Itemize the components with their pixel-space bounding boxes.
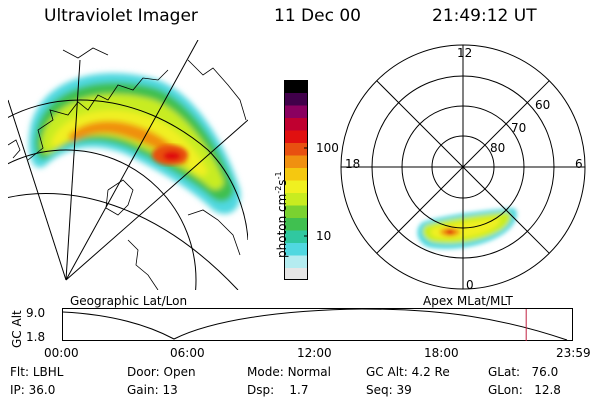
magnetic-panel-label: Apex MLat/MLT — [423, 294, 513, 308]
lat-label-70: 70 — [511, 121, 527, 135]
info-door: Door: Open — [127, 365, 196, 379]
observation-time: 21:49:12 UT — [432, 6, 537, 26]
info-gain: Gain: 13 — [127, 383, 178, 397]
time-tick-0600: 06:00 — [170, 346, 205, 360]
mlt-label-6: 6 — [575, 157, 583, 171]
colorbar-stripe — [284, 192, 308, 206]
colorbar-stripe — [284, 117, 308, 131]
info-ip: IP: 36.0 — [10, 383, 56, 397]
info-dsp: Dsp: 1.7 — [247, 383, 309, 397]
geographic-grid-lines — [8, 40, 248, 290]
aurora-emission-right — [417, 208, 517, 249]
colorbar-stripe — [284, 242, 308, 256]
mlt-label-12: 12 — [457, 46, 473, 60]
colorbar-tick-100: 100 — [316, 141, 339, 155]
info-gc-alt: GC Alt: 4.2 Re — [366, 365, 450, 379]
colorbar — [284, 80, 308, 280]
mlt-label-0: 0 — [466, 278, 474, 292]
colorbar-stripe — [284, 155, 308, 168]
time-tick-1800: 18:00 — [424, 346, 459, 360]
observation-date: 11 Dec 00 — [274, 6, 361, 26]
time-tick-2359: 23:59 — [556, 346, 591, 360]
geographic-map-panel — [8, 40, 248, 290]
geographic-panel-label: Geographic Lat/Lon — [70, 294, 188, 308]
time-tick-0000: 00:00 — [44, 346, 79, 360]
instrument-title: Ultraviolet Imager — [44, 6, 198, 26]
colorbar-stripe — [284, 255, 308, 268]
lat-label-80: 80 — [490, 141, 506, 155]
altitude-ylabel: GC Alt — [10, 310, 24, 348]
aurora-emission-left — [28, 73, 241, 214]
colorbar-stripe — [284, 130, 308, 143]
colorbar-tick-10: 10 — [316, 229, 332, 243]
info-glon: GLon: 12.8 — [488, 383, 561, 397]
colorbar-stripe — [284, 267, 308, 280]
info-mode: Mode: Normal — [247, 365, 331, 379]
colorbar-stripe — [284, 92, 308, 106]
info-seq: Seq: 39 — [366, 383, 412, 397]
lat-label-60: 60 — [535, 98, 551, 112]
colorbar-stripe — [284, 205, 308, 218]
coastline-outlines — [8, 47, 247, 290]
polar-grid — [340, 44, 586, 290]
time-tick-1200: 12:00 — [297, 346, 332, 360]
colorbar-stripe — [284, 105, 308, 118]
altitude-ytick-1-8: 1.8 — [26, 330, 46, 344]
mlt-label-18: 18 — [345, 157, 361, 171]
magnetic-polar-plot — [340, 44, 586, 290]
colorbar-stripe — [284, 142, 308, 156]
colorbar-stripe — [284, 217, 308, 231]
colorbar-unit-label: photon cm-2s-1 — [274, 171, 289, 258]
info-glat: GLat: 76.0 — [488, 365, 559, 379]
colorbar-stripe — [284, 230, 308, 243]
colorbar-stripe — [284, 180, 308, 193]
colorbar-stripe — [284, 167, 308, 181]
colorbar-stripe — [284, 80, 308, 93]
info-flt: Flt: LBHL — [10, 365, 64, 379]
aurora-hotspot-left — [152, 145, 188, 165]
altitude-plot — [62, 308, 573, 341]
altitude-ytick-9: 9.0 — [26, 306, 46, 320]
